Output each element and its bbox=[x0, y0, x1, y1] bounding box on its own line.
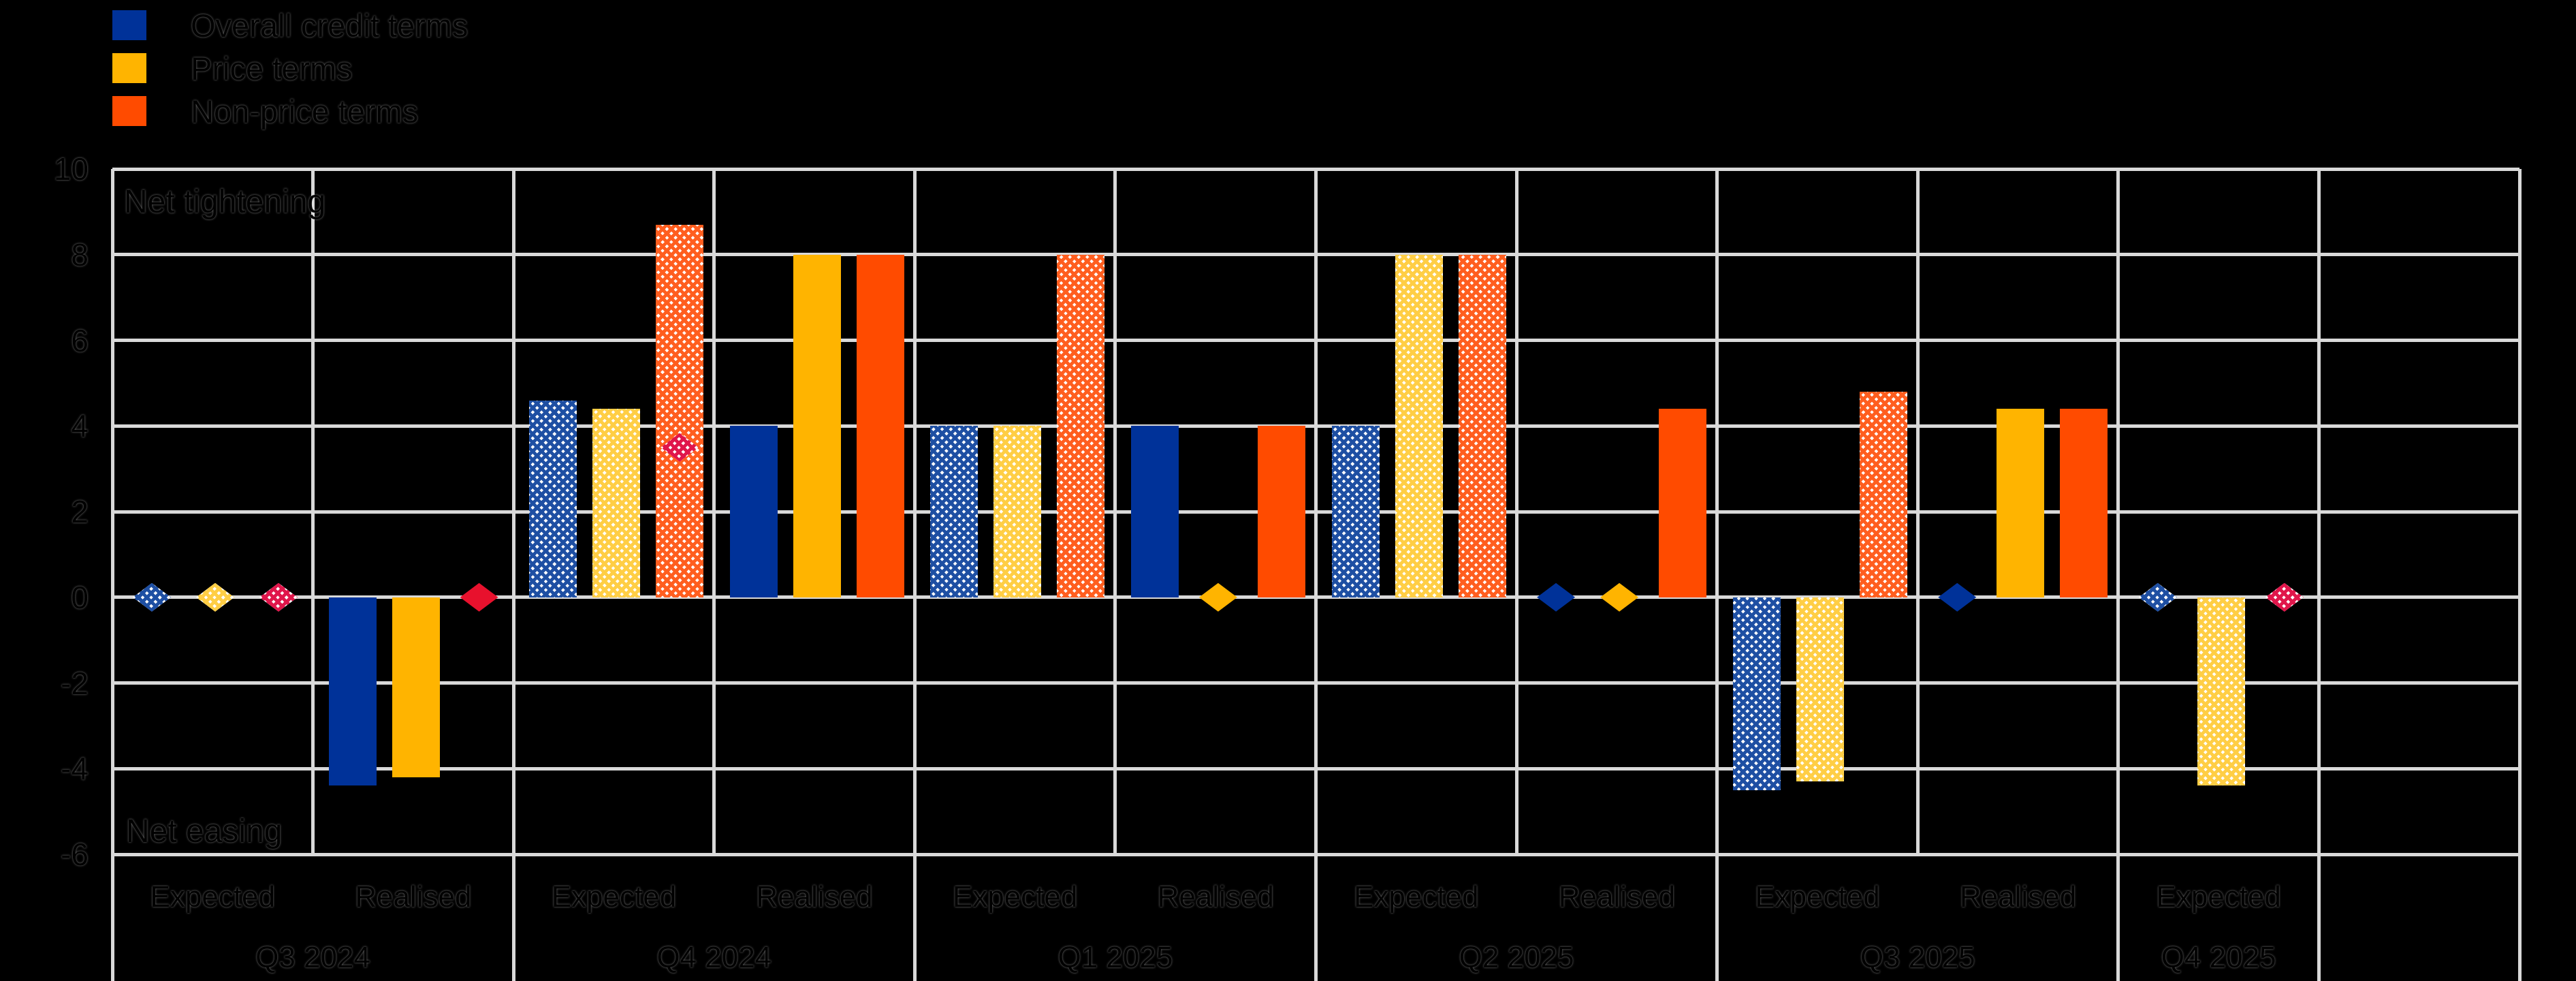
diamond-marker-non-price-terms-Q4-2025-expected bbox=[2265, 582, 2304, 612]
v-gridline bbox=[1514, 169, 1518, 854]
bar-overall-credit-terms-Q4-2024-expected bbox=[529, 400, 577, 597]
y-tick-label: -6 bbox=[61, 837, 89, 872]
bar-overall-credit-terms-Q1-2025-realised bbox=[1130, 426, 1179, 597]
v-gridline bbox=[2317, 169, 2321, 854]
bar-non-price-terms-Q4-2024-realised bbox=[856, 254, 904, 597]
diamond-marker-price-terms-Q2-2025-realised bbox=[1600, 582, 1639, 612]
x-cluster-label: Realised bbox=[1558, 880, 1675, 914]
legend-item-non-price-terms: Non-price terms bbox=[112, 95, 468, 127]
legend-swatch-non-price-terms bbox=[112, 96, 146, 126]
quarter-separator bbox=[110, 854, 114, 981]
v-gridline bbox=[2517, 169, 2522, 854]
v-gridline bbox=[1113, 169, 1117, 854]
diamond-marker-overall-credit-terms-Q3-2025-realised bbox=[1938, 582, 1977, 612]
x-quarter-label: Q3 2025 bbox=[1860, 941, 1975, 974]
diamond-marker-non-price-terms-Q3-2024-realised bbox=[460, 582, 498, 612]
bar-non-price-terms-Q2-2025-realised bbox=[1659, 409, 1707, 597]
diamond-marker-overall-credit-terms-Q2-2025-realised bbox=[1537, 582, 1576, 612]
x-cluster-label: Expected bbox=[952, 880, 1078, 914]
y-tick-label: 0 bbox=[71, 579, 89, 615]
bar-price-terms-Q3-2025-expected bbox=[1796, 597, 1844, 782]
x-quarter-label: Q4 2025 bbox=[2161, 941, 2276, 974]
legend-label: Non-price terms bbox=[191, 93, 419, 129]
y-tick-label: 6 bbox=[71, 322, 89, 358]
v-gridline bbox=[1314, 169, 1318, 854]
y-tick-label: 4 bbox=[71, 408, 89, 444]
bar-overall-credit-terms-Q3-2024-realised bbox=[328, 597, 377, 786]
v-gridline bbox=[110, 169, 114, 854]
v-gridline bbox=[2116, 169, 2120, 854]
x-cluster-label: Expected bbox=[551, 880, 677, 914]
v-gridline bbox=[712, 169, 716, 854]
quarter-separator bbox=[1715, 854, 1719, 981]
bar-non-price-terms-Q4-2024-expected bbox=[656, 224, 704, 597]
v-gridline bbox=[511, 169, 515, 854]
legend-label: Overall credit terms bbox=[191, 7, 468, 44]
bar-price-terms-Q4-2024-expected bbox=[592, 409, 641, 597]
x-cluster-label: Realised bbox=[1157, 880, 1274, 914]
bar-price-terms-Q3-2025-realised bbox=[1997, 409, 2045, 597]
bar-price-terms-Q4-2025-expected bbox=[2197, 597, 2245, 786]
quarter-separator bbox=[912, 854, 917, 981]
bar-price-terms-Q2-2025-expected bbox=[1395, 254, 1443, 597]
x-quarter-label: Q1 2025 bbox=[1058, 941, 1173, 974]
chart-legend: Overall credit terms Price terms Non-pri… bbox=[112, 10, 468, 138]
annotation-net-easing: Net easing bbox=[126, 813, 283, 850]
x-cluster-label: Realised bbox=[1959, 880, 2077, 914]
diamond-marker-overall-credit-terms-Q3-2024-expected bbox=[133, 582, 171, 612]
bar-overall-credit-terms-Q2-2025-expected bbox=[1331, 426, 1380, 597]
y-tick-label: 10 bbox=[53, 151, 89, 187]
legend-item-price-terms: Price terms bbox=[112, 52, 468, 84]
bar-price-terms-Q1-2025-expected bbox=[993, 426, 1042, 597]
bar-non-price-terms-Q3-2025-expected bbox=[1859, 391, 1907, 597]
quarter-separator bbox=[2317, 854, 2321, 981]
x-cluster-label: Expected bbox=[1755, 880, 1880, 914]
diamond-marker-price-terms-Q3-2024-expected bbox=[196, 582, 234, 612]
bar-price-terms-Q3-2024-realised bbox=[392, 597, 440, 777]
bar-non-price-terms-Q1-2025-realised bbox=[1257, 426, 1305, 597]
quarter-separator bbox=[2116, 854, 2120, 981]
v-gridline bbox=[912, 169, 917, 854]
y-tick-label: -2 bbox=[61, 665, 89, 701]
y-tick-label: 2 bbox=[71, 494, 89, 529]
annotation-net-tightening: Net tightening bbox=[124, 184, 326, 220]
bar-overall-credit-terms-Q1-2025-expected bbox=[930, 426, 979, 597]
quarter-separator bbox=[511, 854, 515, 981]
x-cluster-label: Realised bbox=[756, 880, 873, 914]
bar-overall-credit-terms-Q3-2025-expected bbox=[1732, 597, 1781, 790]
bar-non-price-terms-Q2-2025-expected bbox=[1458, 254, 1506, 597]
diamond-marker-non-price-terms-Q3-2024-expected bbox=[259, 582, 298, 612]
quarter-separator bbox=[2517, 854, 2522, 981]
bar-non-price-terms-Q1-2025-expected bbox=[1057, 254, 1105, 597]
x-cluster-label: Expected bbox=[150, 880, 276, 914]
x-quarter-label: Q2 2025 bbox=[1459, 941, 1574, 974]
y-tick-label: 8 bbox=[71, 236, 89, 272]
diamond-marker-overall-credit-terms-Q4-2025-expected bbox=[2138, 582, 2177, 612]
v-gridline bbox=[311, 169, 315, 854]
legend-swatch-price-terms bbox=[112, 53, 146, 83]
quarter-separator bbox=[1314, 854, 1318, 981]
legend-label: Price terms bbox=[191, 50, 353, 87]
bar-price-terms-Q4-2024-realised bbox=[793, 254, 841, 597]
bar-non-price-terms-Q3-2025-realised bbox=[2060, 409, 2108, 597]
x-cluster-label: Expected bbox=[1354, 880, 1479, 914]
y-tick-label: -4 bbox=[61, 751, 89, 787]
legend-item-overall-credit-terms: Overall credit terms bbox=[112, 7, 468, 44]
diamond-marker-price-terms-Q1-2025-realised bbox=[1198, 582, 1237, 612]
v-gridline bbox=[1715, 169, 1719, 854]
legend-swatch-overall-credit-terms bbox=[112, 10, 146, 40]
x-quarter-label: Q3 2024 bbox=[255, 941, 370, 974]
x-quarter-label: Q4 2024 bbox=[656, 941, 772, 974]
x-cluster-label: Expected bbox=[2156, 880, 2281, 914]
bar-overall-credit-terms-Q4-2024-realised bbox=[729, 426, 778, 597]
v-gridline bbox=[1915, 169, 1920, 854]
x-cluster-label: Realised bbox=[355, 880, 472, 914]
